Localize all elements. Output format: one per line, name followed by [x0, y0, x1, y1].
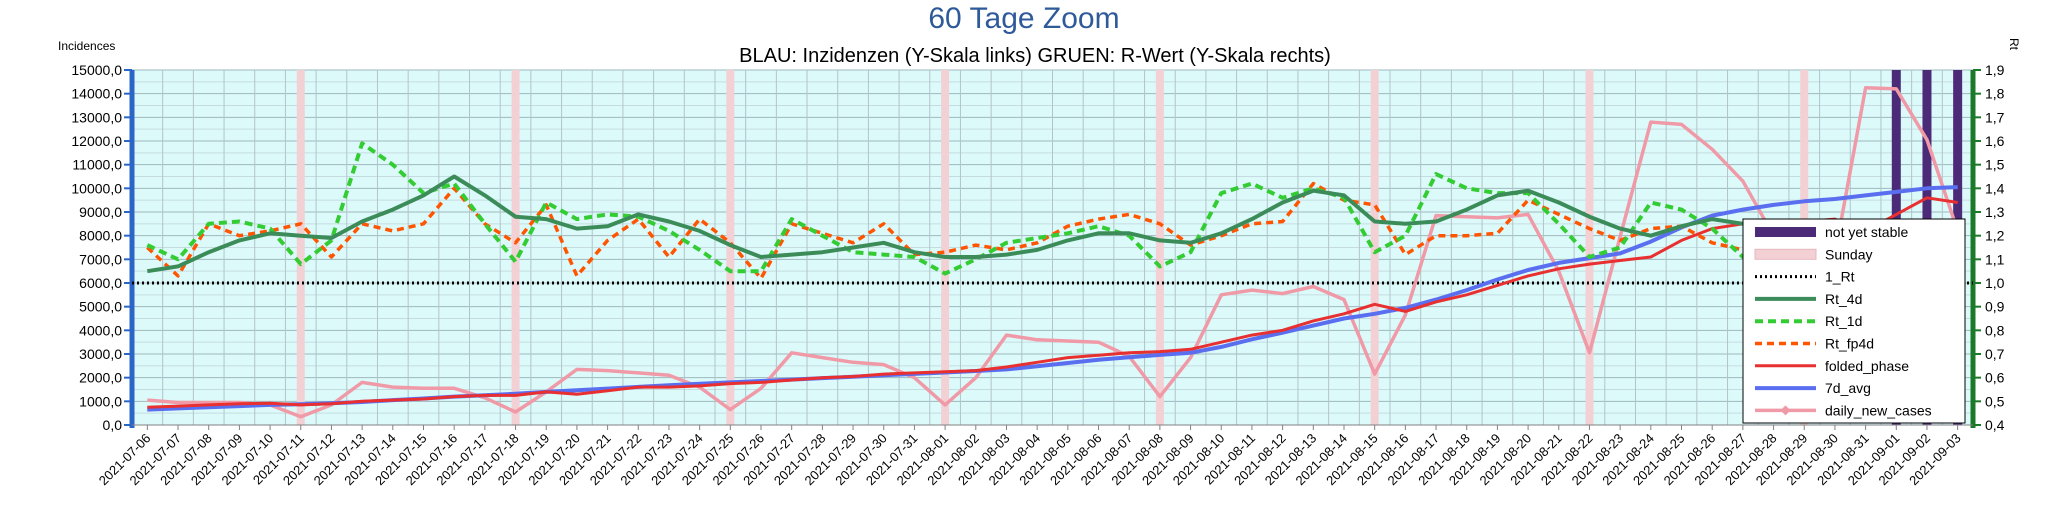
sunday-bar — [941, 70, 950, 425]
legend-entry-label: daily_new_cases — [1825, 402, 1932, 418]
y-tick-label-left: 3000,0 — [79, 346, 122, 362]
y-tick-label-right: 0,8 — [1985, 322, 2005, 338]
series-line-daily-new-cases — [147, 86, 1960, 419]
y-tick-label-right: 0,7 — [1985, 346, 2005, 362]
y-tick-label-right: 1,7 — [1985, 109, 2005, 125]
legend-entry-label: Rt_fp4d — [1825, 336, 1874, 352]
y-tick-label-right: 1,9 — [1985, 62, 2005, 78]
y-tick-label-left: 1000,0 — [79, 393, 122, 409]
y-tick-label-right: 1,6 — [1985, 133, 2005, 149]
y-tick-label-left: 6000,0 — [79, 275, 122, 291]
sunday-bar — [726, 70, 735, 425]
y-tick-label-left: 12000,0 — [71, 133, 122, 149]
y-tick-label-left: 8000,0 — [79, 228, 122, 244]
legend-entry-label: Sunday — [1825, 246, 1872, 262]
legend-entry-label: 1_Rt — [1825, 269, 1855, 285]
series-line-rt-1d — [146, 141, 1960, 313]
y-tick-label-right: 0,5 — [1985, 393, 2005, 409]
y-tick-label-left: 15000,0 — [71, 62, 122, 78]
y-tick-label-left: 13000,0 — [71, 109, 122, 125]
sunday-bar — [1370, 70, 1379, 425]
y-tick-label-right: 1,1 — [1985, 251, 2005, 267]
y-tick-label-right: 1,5 — [1985, 157, 2005, 173]
legend-marker — [1780, 405, 1791, 416]
sunday-bar — [511, 70, 520, 425]
y-tick-label-left: 10000,0 — [71, 180, 122, 196]
sunday-bar — [1585, 70, 1594, 425]
y-tick-label-right: 0,9 — [1985, 299, 2005, 315]
y-tick-label-left: 5000,0 — [79, 299, 122, 315]
y-tick-label-left: 2000,0 — [79, 370, 122, 386]
y-tick-label-right: 1,8 — [1985, 86, 2005, 102]
y-tick-label-right: 1,0 — [1985, 275, 2005, 291]
series-line-folded-phase — [147, 196, 1958, 409]
y-tick-label-left: 7000,0 — [79, 251, 122, 267]
sunday-bar — [296, 70, 305, 425]
legend-entry-label: Rt_4d — [1825, 291, 1862, 307]
y-axis-right-title: Rt — [2007, 38, 2021, 51]
y-tick-label-right: 0,4 — [1985, 417, 2005, 433]
chart-subtitle: BLAU: Inzidenzen (Y-Skala links) GRUEN: … — [739, 45, 1331, 67]
y-tick-label-left: 11000,0 — [72, 157, 122, 173]
legend-swatch — [1755, 227, 1816, 237]
y-tick-label-right: 1,4 — [1985, 180, 2005, 196]
y-tick-label-right: 1,3 — [1985, 204, 2005, 220]
legend-swatch — [1754, 248, 1817, 260]
y-tick-label-left: 4000,0 — [79, 322, 122, 338]
series-line-rt-fp4d — [146, 181, 1959, 292]
plot-area: 0,0 1000,0 2000,0 3000,0 4000,0 5000,0 6000,0 7… — [71, 62, 2004, 488]
chart-title: 60 Tage Zoom — [928, 2, 1119, 35]
sunday-bar — [1155, 70, 1164, 425]
y-axis-left-title: Incidences — [58, 39, 115, 53]
y-tick-label-left: 9000,0 — [79, 204, 122, 220]
y-tick-label-right: 1,2 — [1985, 228, 2005, 244]
legend-entry-label: Rt_1d — [1825, 313, 1862, 329]
y-tick-label-left: 0,0 — [103, 417, 123, 433]
series-line-rt-4d — [146, 174, 1959, 281]
y-tick-label-left: 14000,0 — [71, 86, 122, 102]
legend-entry-label: 7d_avg — [1825, 380, 1871, 396]
legend-entry-label: folded_phase — [1825, 358, 1909, 374]
legend-entry-label: not yet stable — [1825, 224, 1908, 240]
y-tick-label-right: 0,6 — [1985, 370, 2005, 386]
